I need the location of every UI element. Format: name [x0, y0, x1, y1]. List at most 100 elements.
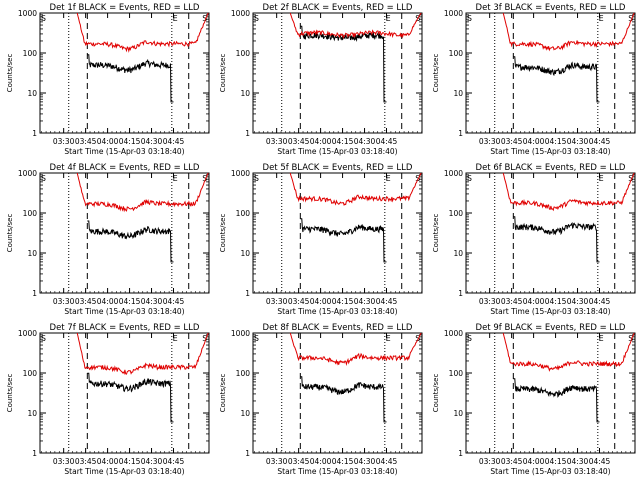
series-black-events	[87, 220, 174, 263]
x-tick-label: 03:30	[266, 137, 288, 146]
x-tick-label: 04:30	[354, 297, 376, 306]
y-tick-label: 10	[27, 249, 37, 258]
chart-panel-4: Det 4f BLACK = Events, RED = LLD Counts/s…	[6, 163, 210, 316]
x-tick-label: 03:45	[501, 457, 523, 466]
x-tick-label: 04:15	[119, 297, 141, 306]
plot-frame	[39, 332, 210, 454]
y-axis-label: Counts/sec	[6, 54, 14, 93]
y-axis-label: Counts/sec	[6, 214, 14, 253]
y-axis-label: Counts/sec	[219, 214, 227, 253]
series-red-lld	[502, 172, 635, 212]
series-red-lld	[502, 332, 635, 372]
y-tick-label: 1	[245, 449, 250, 458]
chart-title: Det 9f BLACK = Events, RED = LLD	[476, 323, 626, 333]
time-marker-e: E	[599, 334, 604, 343]
time-marker-s: S	[467, 14, 472, 23]
series-black-events	[300, 376, 387, 423]
series-black-events	[300, 218, 387, 263]
y-tick-label: 1	[32, 289, 37, 298]
chart-panel-8: Det 8f BLACK = Events, RED = LLD Counts/s…	[219, 323, 423, 476]
time-marker-s: S	[628, 174, 633, 183]
chart-title: Det 8f BLACK = Events, RED = LLD	[263, 323, 413, 333]
y-tick-label: 10	[27, 409, 37, 418]
y-tick-label: 100	[236, 369, 251, 378]
plot-frame	[252, 172, 423, 294]
y-tick-label: 100	[23, 49, 38, 58]
time-marker-s: S	[628, 14, 633, 23]
x-tick-label: 04:00	[310, 137, 332, 146]
x-tick-label: 04:30	[354, 457, 376, 466]
chart-panel-6: Det 6f BLACK = Events, RED = LLD Counts/s…	[432, 163, 636, 316]
y-tick-label: 1000	[231, 9, 250, 18]
y-tick-label: 100	[449, 209, 464, 218]
y-tick-label: 1	[32, 449, 37, 458]
series-red-lld	[289, 172, 422, 206]
x-tick-label: 04:00	[97, 457, 119, 466]
time-marker-s: S	[467, 174, 472, 183]
plot-frame	[465, 332, 636, 454]
time-marker-e: E	[173, 174, 178, 183]
time-marker-s: S	[41, 334, 46, 343]
time-marker-e: E	[173, 14, 178, 23]
y-axis-label: Counts/sec	[219, 374, 227, 413]
time-marker-s: S	[254, 14, 259, 23]
y-tick-label: 1000	[18, 9, 37, 18]
time-marker-e: E	[599, 14, 604, 23]
x-tick-label: 04:15	[119, 137, 141, 146]
x-tick-label: 04:00	[310, 457, 332, 466]
x-tick-label: 03:45	[288, 457, 310, 466]
x-tick-label: 04:45	[163, 137, 185, 146]
x-tick-label: 03:30	[479, 137, 501, 146]
time-marker-s: S	[41, 174, 46, 183]
y-tick-label: 100	[449, 49, 464, 58]
plot-frame	[465, 172, 636, 294]
time-marker-e: E	[599, 174, 604, 183]
x-tick-label: 03:30	[53, 137, 75, 146]
chart-panel-1: Det 1f BLACK = Events, RED = LLD Counts/s…	[6, 3, 210, 156]
time-marker-e: E	[386, 334, 391, 343]
y-tick-label: 1	[458, 449, 463, 458]
x-tick-label: 04:30	[567, 297, 589, 306]
y-axis-label: Counts/sec	[432, 214, 440, 253]
time-marker-s: S	[202, 14, 207, 23]
x-tick-label: 04:00	[523, 457, 545, 466]
plot-frame	[39, 172, 210, 294]
time-marker-s: S	[628, 334, 633, 343]
series-black-events	[87, 372, 174, 423]
x-tick-label: 04:45	[589, 137, 611, 146]
x-tick-label: 04:45	[163, 297, 185, 306]
x-axis-label: Start Time (15-Apr-03 03:18:40)	[490, 307, 610, 316]
x-tick-label: 04:15	[545, 457, 567, 466]
y-tick-label: 1000	[444, 169, 463, 178]
x-tick-label: 03:45	[75, 297, 97, 306]
y-tick-label: 1000	[444, 329, 463, 338]
chart-panel-7: Det 7f BLACK = Events, RED = LLD Counts/s…	[6, 323, 210, 476]
y-tick-label: 1000	[18, 329, 37, 338]
series-red-lld	[76, 12, 209, 53]
time-marker-s: S	[41, 14, 46, 23]
x-tick-label: 04:45	[163, 457, 185, 466]
series-red-lld	[502, 12, 635, 52]
x-axis-label: Start Time (15-Apr-03 03:18:40)	[64, 147, 184, 156]
time-marker-e: E	[386, 14, 391, 23]
x-tick-label: 04:00	[310, 297, 332, 306]
time-marker-e: E	[173, 334, 178, 343]
y-tick-label: 100	[23, 209, 38, 218]
x-tick-label: 03:45	[288, 137, 310, 146]
chart-panel-2: Det 2f BLACK = Events, RED = LLD Counts/s…	[219, 3, 423, 156]
chart-title: Det 3f BLACK = Events, RED = LLD	[476, 3, 626, 13]
y-tick-label: 100	[236, 49, 251, 58]
chart-title: Det 7f BLACK = Events, RED = LLD	[50, 323, 200, 333]
series-red-lld	[76, 172, 209, 213]
time-marker-s: S	[467, 334, 472, 343]
time-marker-s: S	[415, 174, 420, 183]
x-tick-label: 04:30	[567, 137, 589, 146]
y-tick-label: 1	[32, 129, 37, 138]
series-red-lld	[289, 332, 422, 366]
x-tick-label: 04:45	[376, 137, 398, 146]
x-tick-label: 04:30	[141, 457, 163, 466]
y-axis-label: Counts/sec	[6, 374, 14, 413]
x-tick-label: 04:00	[523, 297, 545, 306]
series-black-events	[87, 54, 174, 103]
